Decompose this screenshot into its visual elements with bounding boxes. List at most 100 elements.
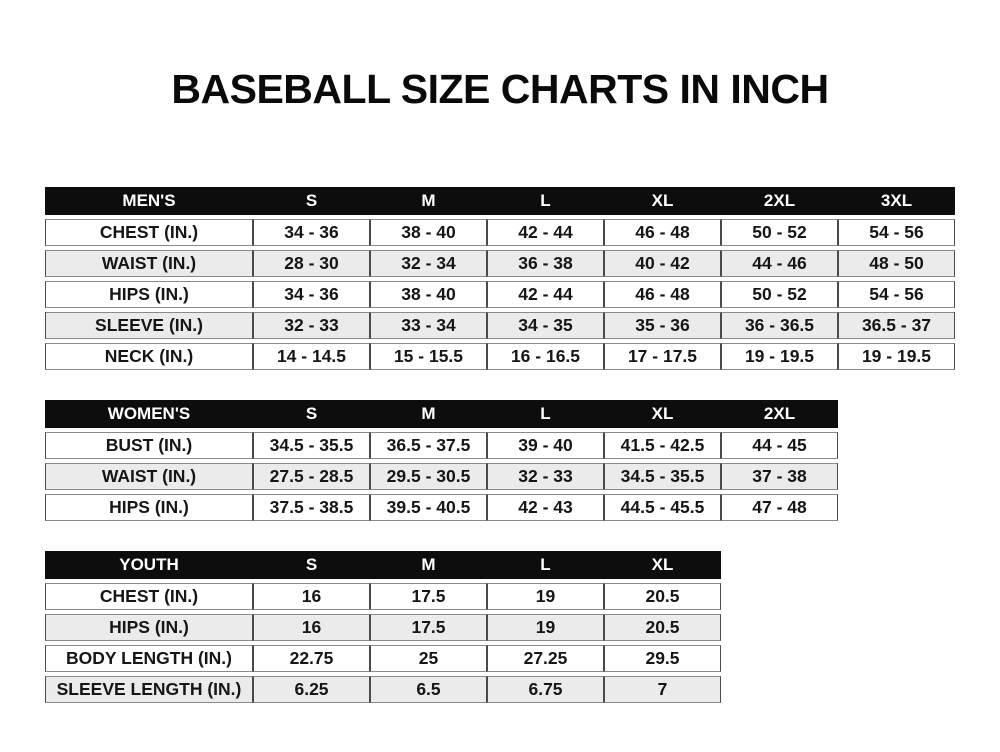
size-value-cell: 17 - 17.5 — [604, 343, 721, 371]
row-label: SLEEVE (IN.) — [45, 312, 253, 340]
column-header: M — [370, 187, 487, 216]
size-value-cell: 37 - 38 — [721, 463, 838, 491]
size-value-cell: 42 - 43 — [487, 494, 604, 522]
size-value-cell: 46 - 48 — [604, 281, 721, 309]
size-value-cell: 6.25 — [253, 676, 370, 704]
size-value-cell: 20.5 — [604, 583, 721, 611]
table-row: CHEST (IN.) 34 - 36 38 - 40 42 - 44 46 - 48 5… — [45, 219, 955, 247]
table-row: WAIST (IN.) 28 - 30 32 - 34 36 - 38 40 - 42 4… — [45, 250, 955, 278]
size-value-cell: 14 - 14.5 — [253, 343, 370, 371]
size-value-cell: 29.5 - 30.5 — [370, 463, 487, 491]
size-value-cell: 27.5 - 28.5 — [253, 463, 370, 491]
size-value-cell: 36 - 38 — [487, 250, 604, 278]
size-value-cell: 34 - 36 — [253, 219, 370, 247]
size-value-cell: 42 - 44 — [487, 281, 604, 309]
size-value-cell: 54 - 56 — [838, 281, 955, 309]
size-value-cell: 15 - 15.5 — [370, 343, 487, 371]
column-header: L — [487, 551, 604, 580]
size-value-cell: 36.5 - 37.5 — [370, 432, 487, 460]
header-row: MEN'S S M L XL 2XL 3XL — [45, 187, 955, 216]
row-label: CHEST (IN.) — [45, 219, 253, 247]
size-value-cell: 22.75 — [253, 645, 370, 673]
size-value-cell: 44 - 46 — [721, 250, 838, 278]
size-value-cell: 19 - 19.5 — [721, 343, 838, 371]
size-value-cell: 46 - 48 — [604, 219, 721, 247]
table-row: HIPS (IN.) 37.5 - 38.5 39.5 - 40.5 42 - 43 4… — [45, 494, 838, 522]
size-value-cell: 40 - 42 — [604, 250, 721, 278]
table-row: HIPS (IN.) 16 17.5 19 20.5 — [45, 614, 721, 642]
column-header: S — [253, 551, 370, 580]
size-value-cell: 29.5 — [604, 645, 721, 673]
size-value-cell: 17.5 — [370, 614, 487, 642]
row-label: HIPS (IN.) — [45, 614, 253, 642]
size-tables: MEN'S S M L XL 2XL 3XL CHEST (IN.) 34 - 36 38 - 4… — [45, 183, 1000, 707]
size-value-cell: 48 - 50 — [838, 250, 955, 278]
table-row: BODY LENGTH (IN.) 22.75 25 27.25 29.5 — [45, 645, 721, 673]
size-value-cell: 16 — [253, 614, 370, 642]
size-value-cell: 35 - 36 — [604, 312, 721, 340]
size-value-cell: 54 - 56 — [838, 219, 955, 247]
row-label: SLEEVE LENGTH (IN.) — [45, 676, 253, 704]
size-value-cell: 42 - 44 — [487, 219, 604, 247]
size-value-cell: 6.5 — [370, 676, 487, 704]
size-value-cell: 39.5 - 40.5 — [370, 494, 487, 522]
size-value-cell: 39 - 40 — [487, 432, 604, 460]
column-header: XL — [604, 187, 721, 216]
size-chart-page: BASEBALL SIZE CHARTS IN INCH MEN'S S M L XL 2… — [0, 66, 1000, 707]
header-row: YOUTH S M L XL — [45, 551, 721, 580]
size-value-cell: 16 - 16.5 — [487, 343, 604, 371]
size-value-cell: 32 - 33 — [487, 463, 604, 491]
size-value-cell: 32 - 34 — [370, 250, 487, 278]
page-title: BASEBALL SIZE CHARTS IN INCH — [171, 66, 829, 112]
size-value-cell: 6.75 — [487, 676, 604, 704]
table-row: CHEST (IN.) 16 17.5 19 20.5 — [45, 583, 721, 611]
column-header: M — [370, 400, 487, 429]
size-table-womens: WOMEN'S S M L XL 2XL BUST (IN.) 34.5 - 35.5 36.5… — [45, 396, 838, 525]
table-row: BUST (IN.) 34.5 - 35.5 36.5 - 37.5 39 - 40 4… — [45, 432, 838, 460]
table-row: SLEEVE (IN.) 32 - 33 33 - 34 34 - 35 35 - 36… — [45, 312, 955, 340]
column-header: 3XL — [838, 187, 955, 216]
column-header: 2XL — [721, 400, 838, 429]
size-value-cell: 36.5 - 37 — [838, 312, 955, 340]
size-value-cell: 16 — [253, 583, 370, 611]
size-value-cell: 17.5 — [370, 583, 487, 611]
size-value-cell: 7 — [604, 676, 721, 704]
table-row: NECK (IN.) 14 - 14.5 15 - 15.5 16 - 16.5 17 … — [45, 343, 955, 371]
row-label: CHEST (IN.) — [45, 583, 253, 611]
size-value-cell: 47 - 48 — [721, 494, 838, 522]
column-header: XL — [604, 400, 721, 429]
size-value-cell: 38 - 40 — [370, 281, 487, 309]
size-value-cell: 28 - 30 — [253, 250, 370, 278]
size-value-cell: 27.25 — [487, 645, 604, 673]
row-label: BODY LENGTH (IN.) — [45, 645, 253, 673]
size-value-cell: 36 - 36.5 — [721, 312, 838, 340]
table-row: WAIST (IN.) 27.5 - 28.5 29.5 - 30.5 32 - 33… — [45, 463, 838, 491]
size-value-cell: 34.5 - 35.5 — [604, 463, 721, 491]
column-header: M — [370, 551, 487, 580]
size-value-cell: 20.5 — [604, 614, 721, 642]
size-value-cell: 34 - 35 — [487, 312, 604, 340]
row-label: WAIST (IN.) — [45, 250, 253, 278]
size-value-cell: 38 - 40 — [370, 219, 487, 247]
size-value-cell: 50 - 52 — [721, 219, 838, 247]
size-value-cell: 19 — [487, 614, 604, 642]
size-value-cell: 34 - 36 — [253, 281, 370, 309]
size-value-cell: 44.5 - 45.5 — [604, 494, 721, 522]
group-header: WOMEN'S — [45, 400, 253, 429]
size-value-cell: 37.5 - 38.5 — [253, 494, 370, 522]
size-table-youth: YOUTH S M L XL CHEST (IN.) 16 17.5 19 20.5 HIPS (I… — [45, 547, 721, 707]
size-value-cell: 34.5 - 35.5 — [253, 432, 370, 460]
table-row: SLEEVE LENGTH (IN.) 6.25 6.5 6.75 7 — [45, 676, 721, 704]
column-header: XL — [604, 551, 721, 580]
group-header: MEN'S — [45, 187, 253, 216]
table-row: HIPS (IN.) 34 - 36 38 - 40 42 - 44 46 - 48 50… — [45, 281, 955, 309]
size-table-mens: MEN'S S M L XL 2XL 3XL CHEST (IN.) 34 - 36 38 - 4… — [45, 183, 955, 374]
row-label: HIPS (IN.) — [45, 494, 253, 522]
size-value-cell: 50 - 52 — [721, 281, 838, 309]
column-header: S — [253, 400, 370, 429]
size-value-cell: 33 - 34 — [370, 312, 487, 340]
size-value-cell: 32 - 33 — [253, 312, 370, 340]
column-header: S — [253, 187, 370, 216]
row-label: BUST (IN.) — [45, 432, 253, 460]
column-header: L — [487, 187, 604, 216]
